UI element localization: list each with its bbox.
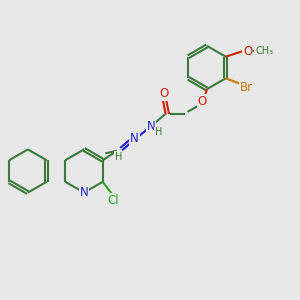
Text: O: O xyxy=(198,95,207,108)
Text: O: O xyxy=(160,87,169,100)
Text: O: O xyxy=(243,45,252,58)
Text: N: N xyxy=(80,186,88,199)
Text: CH₃: CH₃ xyxy=(255,46,273,56)
Text: Br: Br xyxy=(240,81,253,94)
Text: N: N xyxy=(130,132,139,146)
Text: N: N xyxy=(146,120,155,133)
Text: H: H xyxy=(115,152,122,162)
Text: H: H xyxy=(155,127,162,137)
Text: Cl: Cl xyxy=(107,194,119,207)
